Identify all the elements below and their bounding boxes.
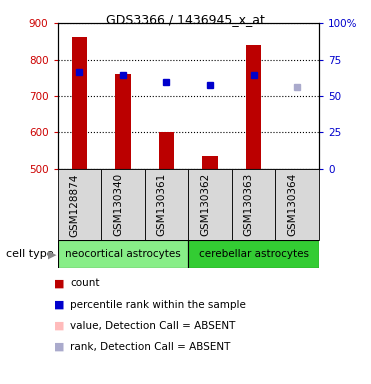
Bar — [246, 45, 261, 169]
Text: ▶: ▶ — [48, 249, 57, 259]
Bar — [101, 169, 145, 240]
Bar — [188, 240, 319, 268]
Text: neocortical astrocytes: neocortical astrocytes — [65, 249, 181, 259]
Text: ■: ■ — [54, 278, 64, 288]
Bar — [276, 169, 319, 240]
Text: GSM128874: GSM128874 — [69, 173, 79, 237]
Text: GSM130363: GSM130363 — [244, 173, 254, 237]
Bar — [203, 156, 218, 169]
Text: percentile rank within the sample: percentile rank within the sample — [70, 300, 246, 310]
Bar — [188, 169, 232, 240]
Text: GDS3366 / 1436945_x_at: GDS3366 / 1436945_x_at — [106, 13, 265, 26]
Text: rank, Detection Call = ABSENT: rank, Detection Call = ABSENT — [70, 342, 231, 352]
Bar — [72, 37, 87, 169]
Text: GSM130364: GSM130364 — [287, 173, 297, 237]
Bar — [232, 169, 275, 240]
Text: count: count — [70, 278, 100, 288]
Text: GSM130362: GSM130362 — [200, 173, 210, 237]
Text: GSM130361: GSM130361 — [157, 173, 167, 237]
Bar — [159, 132, 174, 169]
Text: value, Detection Call = ABSENT: value, Detection Call = ABSENT — [70, 321, 236, 331]
Text: cell type: cell type — [6, 249, 53, 259]
Text: ■: ■ — [54, 321, 64, 331]
Text: GSM130340: GSM130340 — [113, 173, 123, 237]
Bar — [145, 169, 188, 240]
Text: ■: ■ — [54, 342, 64, 352]
Bar — [115, 74, 131, 169]
Text: ■: ■ — [54, 300, 64, 310]
Text: cerebellar astrocytes: cerebellar astrocytes — [199, 249, 309, 259]
Bar — [58, 240, 188, 268]
Bar — [58, 169, 101, 240]
